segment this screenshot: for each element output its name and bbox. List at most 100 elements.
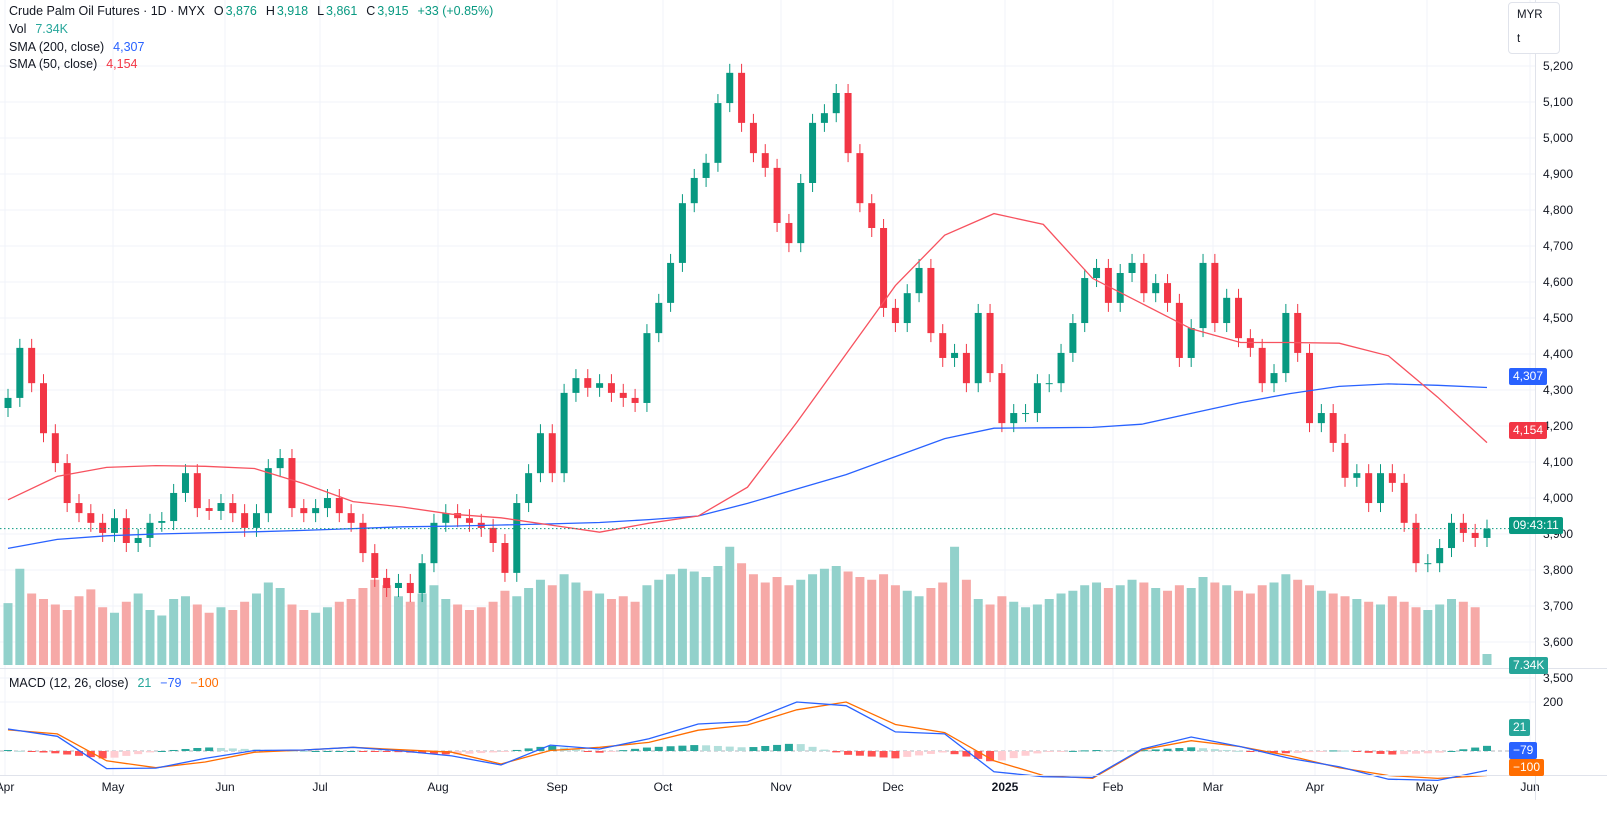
vol-label: Vol [9,22,27,36]
macd-histogram-bar [39,751,48,753]
candle-body [1341,442,1349,478]
macd-histogram-bar [1199,748,1208,751]
volume-bar [571,582,581,665]
candle-body [1317,413,1325,424]
volume-bar [890,585,900,665]
volume-bar [157,615,167,665]
price-tick-label: 3,600 [1543,635,1573,649]
volume-bar [1186,588,1196,665]
candle-body [1069,323,1077,353]
candle-body [1140,262,1148,294]
candle-body [383,577,391,588]
candle-body [63,463,71,504]
candle-body [1128,262,1136,273]
volume-bar [38,599,48,665]
volume-bar [405,601,415,665]
candle [1341,433,1349,487]
volume-bar [1470,607,1480,665]
volume-bar [500,590,510,665]
candle-body [418,563,426,594]
candle [1116,264,1124,312]
candle [891,298,899,333]
candle-body [856,153,864,204]
macd-histogram-bar [725,746,734,751]
price-axis[interactable]: 5,200 5,100 5,000 4,900 4,800 4,700 4,600 4,500… [1543,59,1573,709]
candle-body [962,352,970,384]
candle [998,364,1006,433]
volume-bar [1163,590,1173,665]
candle [738,63,746,132]
candle-body [584,378,592,388]
candle-body [28,347,36,384]
candle [903,284,911,333]
candle-body [809,122,817,183]
candle [962,343,970,393]
time-axis[interactable]: Apr May Jun Jul Aug Sep Oct Nov Dec 2025 Feb Mar Apr… [0,780,1540,794]
volume-legend[interactable]: Vol 7.34K [9,22,70,36]
macd-histogram-bar [1412,751,1421,754]
volume-bar [476,607,486,665]
candle [809,113,817,192]
close-label: C [366,4,376,18]
candle [773,158,781,232]
time-tick-label: Apr [0,780,14,794]
candle [454,504,462,528]
sma50-legend[interactable]: SMA (50, close) 4,154 [9,57,139,71]
currency-unit-button[interactable]: MYR t [1508,2,1560,54]
candle [170,483,178,531]
macd-histogram-bar [1281,751,1290,754]
macd-histogram-bar [1317,751,1326,752]
candle-body [394,582,402,588]
macd-histogram-bar [157,750,166,752]
candle-body [1377,473,1385,504]
candle [939,324,947,367]
candle-body [880,228,888,308]
candle [619,383,627,407]
macd-value: −79 [160,676,182,690]
macd-histogram-bar [607,751,616,752]
volume-bar [1174,585,1184,665]
candle [1235,288,1243,348]
candle-body [193,473,201,509]
sma200-legend[interactable]: SMA (200, close) 4,307 [9,40,146,54]
candle-body [181,473,189,493]
macd-histogram-bar [832,751,841,753]
candle-body [300,508,308,514]
candle-body [335,498,343,514]
macd-histogram-bar [1175,748,1184,751]
candle [525,464,533,513]
volume-bar [725,546,735,665]
candle-body [430,522,438,564]
candle [276,449,284,478]
macd-legend[interactable]: MACD (12, 26, close) 21 −79 −100 [9,676,221,690]
candle-body [536,433,544,474]
macd-histogram-bar [1352,751,1361,752]
volume-bar [973,599,983,665]
macd-histogram-bar [1068,750,1077,752]
candle [560,383,568,483]
candle [513,494,521,582]
macd-histogram-bar [98,751,107,759]
volume-bar [3,603,13,665]
candle-body [1424,563,1432,565]
candle [264,459,272,523]
time-tick-label: May [102,780,125,794]
candle [394,573,402,597]
price-tick-label: 3,500 [1543,671,1573,685]
candle [690,168,698,213]
volume-bar [86,589,96,665]
volume-bar [1376,604,1386,665]
macd-histogram-bar [820,749,829,751]
symbol-legend[interactable]: Crude Palm Oil Futures · 1D · MYX O 3,876… [9,4,495,18]
volume-bar [701,577,711,665]
candle [99,513,107,542]
price-tick-label: 5,000 [1543,131,1573,145]
volume-bar [50,604,60,665]
candle-body [264,468,272,514]
candle-body [1353,473,1361,478]
candle [1436,539,1444,573]
macd-histogram-bar [1234,750,1243,752]
candle [489,518,497,552]
macd-histogram-bar [429,751,438,754]
